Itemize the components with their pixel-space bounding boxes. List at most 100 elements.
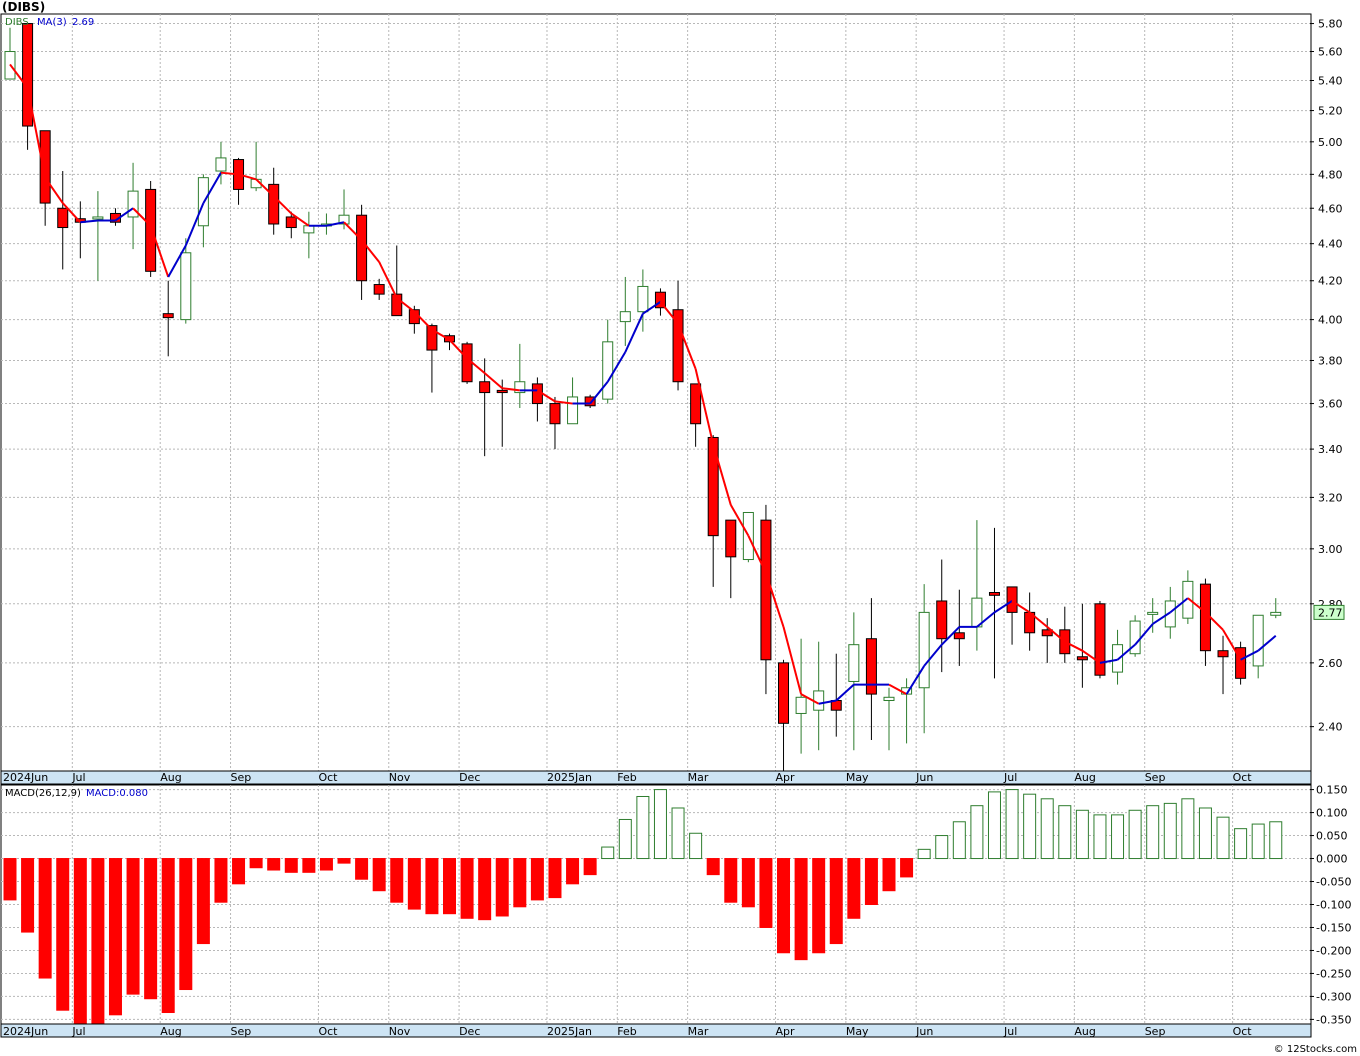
macd-bar xyxy=(144,858,158,1000)
candle-body xyxy=(690,383,702,425)
macd-date-label: Nov xyxy=(389,1025,411,1038)
macd-bar xyxy=(882,858,896,892)
ma-segment xyxy=(114,207,134,222)
price-date-label: Sep xyxy=(1145,771,1166,784)
candle-body xyxy=(303,225,315,234)
candle-body xyxy=(1112,644,1124,673)
ma-segment xyxy=(659,301,679,325)
macd-date-label: Oct xyxy=(318,1025,338,1038)
ma-segment xyxy=(1257,634,1277,652)
candle-body xyxy=(162,313,174,319)
candle-body xyxy=(971,597,983,628)
candle-body xyxy=(215,157,227,172)
ma-segment xyxy=(132,207,152,227)
candle-body xyxy=(865,638,877,695)
candle-body xyxy=(637,285,649,313)
ma-segment xyxy=(290,212,310,227)
macd-bar xyxy=(935,835,949,860)
macd-bar xyxy=(618,818,632,860)
macd-bar xyxy=(566,858,580,885)
ma-segment xyxy=(677,323,697,370)
macd-bar xyxy=(495,858,509,917)
ma-segment xyxy=(536,389,556,403)
candle-body xyxy=(1041,629,1053,637)
ma-segment xyxy=(202,172,222,204)
candle-body xyxy=(1235,647,1247,679)
macd-bar xyxy=(284,858,298,873)
macd-bar xyxy=(478,858,492,921)
price-date-label: Jul xyxy=(71,771,85,784)
candle-body xyxy=(760,519,772,661)
watermark: © 12Stocks.com xyxy=(1274,1044,1357,1055)
candle-body xyxy=(356,214,368,282)
macd-tick-label: -0.250 xyxy=(1316,967,1351,980)
ma-segment xyxy=(1169,597,1189,614)
macd-bar xyxy=(108,858,122,1016)
macd-date-label: Sep xyxy=(231,1025,252,1038)
ma-segment xyxy=(62,202,82,223)
macd-bar xyxy=(372,858,386,892)
price-date-label: Jul xyxy=(1003,771,1017,784)
macd-bar xyxy=(302,858,316,873)
ma-segment xyxy=(343,221,363,241)
macd-bar xyxy=(1251,823,1265,860)
macd-bar xyxy=(91,858,105,1025)
ma-segment xyxy=(26,87,47,178)
macd-bar xyxy=(1005,789,1019,860)
macd-bar xyxy=(759,858,773,928)
macd-bar xyxy=(1058,805,1072,860)
macd-bar xyxy=(3,858,17,901)
price-tick-label: 2.60 xyxy=(1318,657,1343,670)
last-price-tag-box xyxy=(1313,604,1345,620)
ma-segment xyxy=(1081,649,1101,664)
candle-body xyxy=(1270,611,1282,616)
ma-segment xyxy=(624,313,644,353)
macd-bar xyxy=(900,858,914,878)
macd-bar xyxy=(1216,816,1230,860)
ma-segment xyxy=(448,339,468,360)
candle-body xyxy=(795,696,807,714)
candle-body xyxy=(1147,611,1159,615)
price-tick-label: 4.60 xyxy=(1318,202,1343,215)
macd-date-label: Aug xyxy=(1074,1025,1095,1038)
candle-body xyxy=(338,214,350,225)
ma-segment xyxy=(835,683,855,702)
macd-tick-label: -0.350 xyxy=(1316,1013,1351,1026)
candle-body xyxy=(22,23,34,127)
ma-segment xyxy=(941,626,961,646)
ma-segment xyxy=(1029,611,1048,628)
ma-segment xyxy=(1011,600,1031,614)
macd-bar xyxy=(513,858,527,908)
macd-bar xyxy=(987,791,1001,860)
macd-bar xyxy=(952,821,966,860)
candle-body xyxy=(285,216,297,229)
macd-bar xyxy=(636,795,650,860)
ma-segment xyxy=(360,239,380,263)
price-panel xyxy=(0,13,1312,772)
macd-bar xyxy=(319,858,333,871)
candle-body xyxy=(1076,656,1088,661)
ma-segment xyxy=(888,683,908,695)
price-tick-label: 2.40 xyxy=(1318,721,1343,734)
macd-bar xyxy=(1163,802,1177,860)
candle-body xyxy=(936,600,948,640)
candle-body xyxy=(1199,583,1211,652)
price-tick-label: 4.00 xyxy=(1318,314,1343,327)
ma-segment xyxy=(396,297,415,313)
price-date-label: 2025Jan xyxy=(547,771,592,784)
macd-date-label: 2025Jan xyxy=(547,1025,592,1038)
candle-body xyxy=(1217,650,1229,658)
ma-segment xyxy=(1240,649,1259,661)
candle-body xyxy=(479,381,491,394)
price-tick-label: 5.80 xyxy=(1318,18,1343,31)
candle-body xyxy=(918,611,930,689)
ma-segment xyxy=(378,261,398,299)
price-tick-label: 5.20 xyxy=(1318,105,1343,118)
macd-bar xyxy=(671,807,685,860)
ma-segment xyxy=(729,504,750,537)
macd-date-label: Aug xyxy=(160,1025,181,1038)
ma-segment xyxy=(800,693,820,705)
ma-segment xyxy=(1099,658,1118,664)
ma-segment xyxy=(431,328,451,341)
